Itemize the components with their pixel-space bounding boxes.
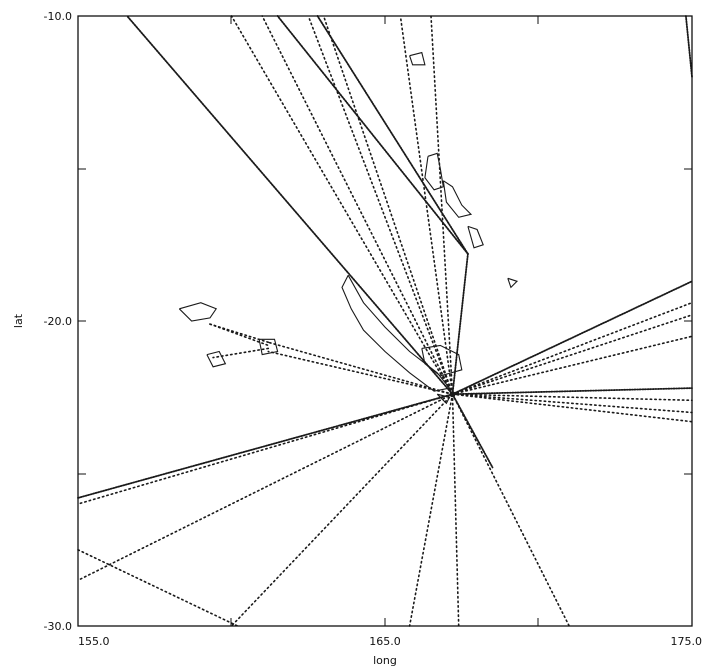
route-line — [126, 15, 454, 396]
island-coastline — [258, 338, 279, 356]
y-tick-label: -30.0 — [44, 620, 72, 633]
island-coastline — [421, 344, 463, 377]
route-line — [399, 15, 454, 396]
island-coastline — [507, 277, 519, 289]
route-line — [322, 15, 454, 396]
route-line — [451, 393, 571, 627]
route-line — [77, 393, 454, 499]
coastline-layer — [178, 51, 519, 405]
island-coastline — [341, 275, 451, 392]
route-line — [267, 350, 454, 396]
route-line — [451, 314, 693, 396]
x-axis-label: long — [373, 654, 397, 667]
route-line — [77, 548, 239, 627]
route-line — [230, 393, 454, 627]
route-line — [77, 393, 454, 582]
routes-layer — [77, 15, 693, 627]
route-line — [267, 341, 454, 396]
route-line — [451, 393, 693, 402]
route-line — [230, 15, 454, 396]
route-line — [209, 323, 270, 347]
route-line — [451, 252, 469, 396]
island-coastline — [409, 51, 426, 66]
island-coastline — [442, 180, 473, 218]
route-line — [451, 301, 693, 396]
route-line — [451, 393, 693, 423]
route-line — [261, 15, 454, 396]
island-coastline — [436, 393, 451, 405]
route-line — [451, 393, 693, 414]
island-coastline — [206, 350, 227, 368]
island-coastline — [424, 152, 444, 191]
x-tick-label: 155.0 — [78, 635, 110, 648]
route-line — [685, 15, 693, 78]
x-tick-label: 165.0 — [369, 635, 401, 648]
route-line — [276, 15, 469, 255]
map-frame — [77, 15, 693, 627]
route-line — [307, 15, 454, 396]
route-line — [451, 393, 460, 627]
route-line — [316, 15, 469, 255]
island-coastline — [178, 302, 218, 322]
route-line — [451, 335, 693, 396]
y-tick-label: -20.0 — [44, 315, 72, 328]
route-line — [430, 15, 454, 396]
route-line — [212, 347, 270, 359]
route-line — [451, 280, 693, 396]
route-line — [451, 393, 494, 469]
x-tick-label: 175.0 — [671, 635, 703, 648]
route-line — [77, 393, 454, 505]
route-line — [408, 393, 454, 627]
hub-point — [449, 391, 456, 398]
y-axis-label: lat — [12, 313, 25, 328]
island-coastline — [467, 225, 484, 249]
route-line — [451, 387, 693, 396]
y-tick-label: -10.0 — [44, 10, 72, 23]
